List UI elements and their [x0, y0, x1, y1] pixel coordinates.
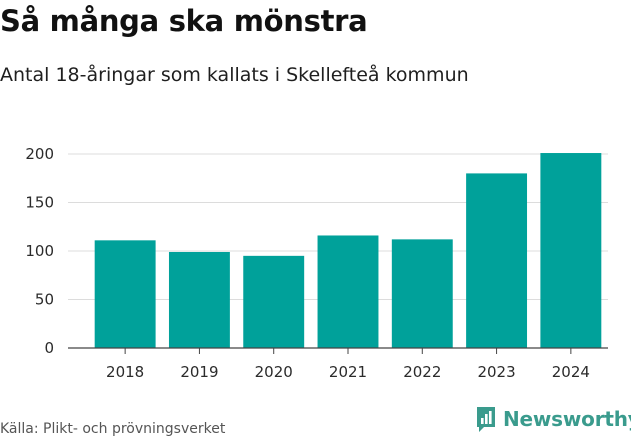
bar-chart: 0 50 100 150 200 2018 2019 2020 2021 2022 2023 2024	[25, 145, 608, 381]
x-tick-label: 2023	[477, 363, 515, 381]
brand-logo: Newsworthy	[475, 405, 631, 433]
chart-title: Så många ska mönstra	[0, 4, 368, 38]
bar-2018	[94, 240, 156, 348]
x-tick-label: 2019	[180, 363, 218, 381]
bar-2024	[540, 153, 602, 348]
source-note: Källa: Plikt- och prövningsverket	[0, 421, 226, 437]
newsworthy-logo-icon	[477, 407, 495, 432]
x-tick-label: 2024	[552, 363, 590, 381]
y-tick-label: 150	[25, 194, 54, 212]
y-tick-label: 100	[25, 242, 54, 260]
bar-2019	[168, 251, 230, 348]
y-tick-label: 200	[25, 145, 54, 163]
bar-2020	[243, 255, 305, 348]
x-tick-label: 2020	[255, 363, 293, 381]
y-tick-label: 50	[35, 291, 54, 309]
chart-subtitle: Antal 18-åringar som kallats i Skellefte…	[0, 64, 469, 86]
x-tick-label: 2022	[403, 363, 441, 381]
bar-2022	[391, 239, 453, 348]
bars	[94, 153, 602, 348]
x-tick-label: 2021	[329, 363, 367, 381]
x-tick-label: 2018	[106, 363, 144, 381]
brand-name: Newsworthy	[503, 407, 631, 431]
y-tick-label: 0	[44, 339, 54, 357]
axes: 0 50 100 150 200 2018 2019 2020 2021 2022 2023 2024	[25, 145, 608, 381]
bar-2021	[317, 235, 379, 348]
bar-2023	[466, 173, 528, 348]
